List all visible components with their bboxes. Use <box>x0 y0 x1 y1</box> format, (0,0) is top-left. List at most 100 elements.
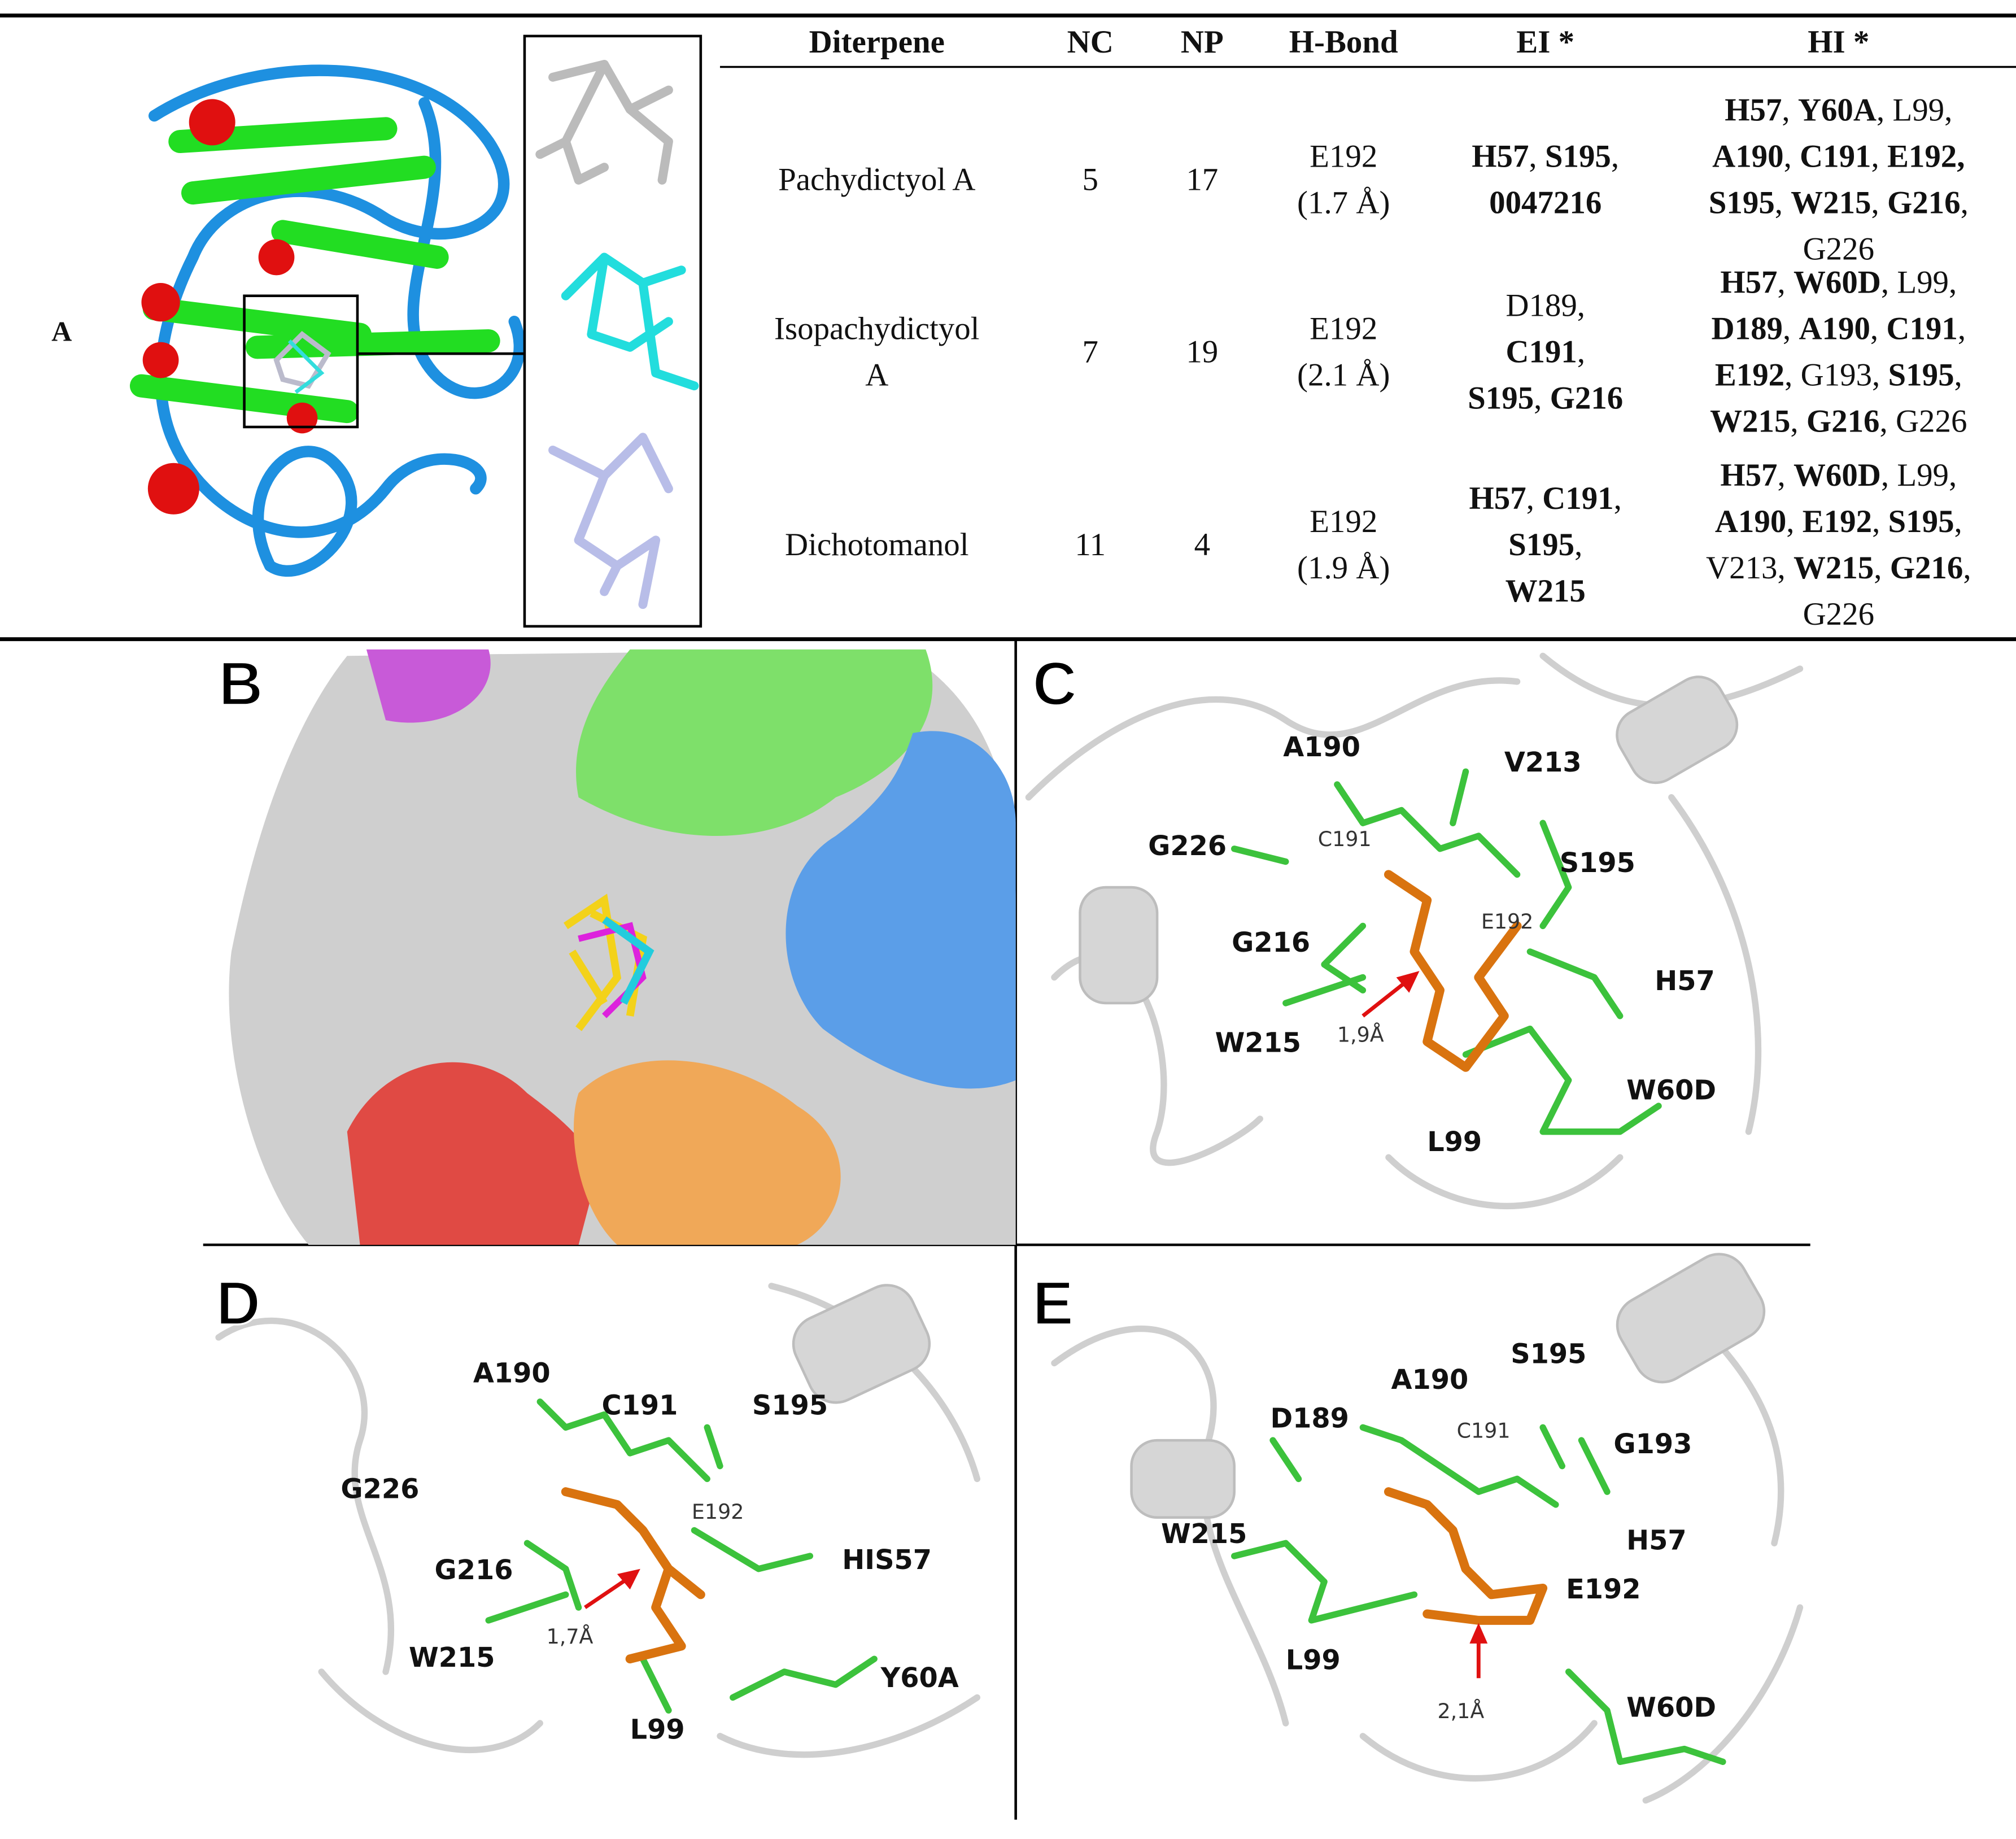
text: 19 <box>1186 334 1218 370</box>
bold-text: A190 <box>1715 504 1786 539</box>
table-cell-line: Isopachydictyol <box>774 311 979 347</box>
bold-text: A190 <box>1712 138 1783 174</box>
text: , <box>1786 504 1802 539</box>
residue-label: V213 <box>1504 747 1582 778</box>
table-cell-line: (1.7 Å) <box>1297 185 1390 220</box>
bold-text: W215 <box>1794 550 1874 586</box>
residue-label: G216 <box>1232 927 1310 958</box>
text: , <box>1529 138 1544 174</box>
residue-label: Y60A <box>880 1663 959 1694</box>
bold-text: S195 <box>1508 527 1574 563</box>
residue-label: G193 <box>1613 1429 1692 1460</box>
table-cell-line: A <box>865 358 888 393</box>
text: A <box>865 358 888 393</box>
text: 11 <box>1075 527 1106 563</box>
table-cell-line: G226 <box>1803 596 1874 632</box>
ligand-sticks <box>535 59 699 609</box>
table-cell-line: 0047216 <box>1489 185 1602 220</box>
table-cell-line: Dichotomanol <box>785 527 969 563</box>
table-cell-line: 17 <box>1186 162 1218 197</box>
residue-label: L99 <box>1286 1645 1341 1676</box>
text: , <box>1872 504 1888 539</box>
bold-text: C191 <box>1800 138 1871 174</box>
bold-text: E192, <box>1887 138 1965 174</box>
bold-text: H57 <box>1472 138 1529 174</box>
residue-label: W60D <box>1626 1075 1716 1106</box>
residue-label: W60D <box>1626 1693 1716 1724</box>
text: , <box>1963 550 1971 586</box>
table-cell-line: 5 <box>1082 162 1098 197</box>
bold-text: A190 <box>1799 311 1870 347</box>
residue-label: E192 <box>1481 909 1534 934</box>
text: (1.7 Å) <box>1297 185 1390 220</box>
bold-text: S195 <box>1545 138 1611 174</box>
text: , L99, <box>1881 457 1957 493</box>
residue-label: HIS57 <box>842 1545 932 1576</box>
table-cell-line: S195, W215, G216, <box>1709 185 1969 220</box>
table-cell-line: 4 <box>1194 527 1210 563</box>
text: D189, <box>1506 288 1585 324</box>
text: , G193, <box>1784 358 1888 393</box>
text: , <box>1611 138 1619 174</box>
text: 4 <box>1194 527 1210 563</box>
text: , <box>1871 138 1887 174</box>
column-header: EI * <box>1516 24 1574 60</box>
bold-text: Y60A <box>1798 93 1877 128</box>
text: , <box>1871 185 1887 220</box>
table-cell-line: Pachydictyol A <box>778 162 975 197</box>
bold-text: W60D <box>1794 265 1881 300</box>
text: , <box>1778 265 1794 300</box>
residue-label: A190 <box>1283 732 1360 763</box>
residue-label: L99 <box>630 1714 685 1745</box>
text: , <box>1782 93 1797 128</box>
text: V213, <box>1706 550 1794 586</box>
table-cell-line: H57, S195, <box>1472 138 1619 174</box>
text: , <box>1954 358 1962 393</box>
table-cell-line: 19 <box>1186 334 1218 370</box>
table-cell-line: V213, W215, G216, <box>1706 550 1971 586</box>
table: Diterpene NC NP H-Bond EI * HI * Pachydictyol … <box>774 24 1971 632</box>
residue-label: C191 <box>1318 827 1372 851</box>
bold-text: C191 <box>1886 311 1957 347</box>
bold-text: D189 <box>1712 311 1783 347</box>
text: , <box>1614 481 1622 516</box>
bold-text: 0047216 <box>1489 185 1602 220</box>
text: , G226 <box>1880 404 1967 439</box>
table-cell-line: D189, <box>1506 288 1585 324</box>
bold-text: E192 <box>1803 504 1872 539</box>
bold-text: S195 <box>1888 504 1954 539</box>
surface-image <box>229 649 1016 1245</box>
residue-label: S195 <box>1511 1339 1586 1370</box>
text: , <box>1783 311 1799 347</box>
residue-label: G216 <box>435 1555 513 1586</box>
text: , <box>1958 311 1966 347</box>
text: Dichotomanol <box>785 527 969 563</box>
table-cell-line: 7 <box>1082 334 1098 370</box>
text: 17 <box>1186 162 1218 197</box>
table-cell-line: W215, G216, G226 <box>1710 404 1967 439</box>
text: , <box>1954 504 1962 539</box>
text: Pachydictyol A <box>778 162 975 197</box>
text: , <box>1526 481 1542 516</box>
residue-label: E192 <box>1566 1574 1640 1605</box>
table-cell-line: C191, <box>1506 334 1585 370</box>
panel-label: B <box>219 650 263 718</box>
table-cell-line: S195, <box>1508 527 1582 563</box>
table-cell-line: S195, G216 <box>1468 381 1623 416</box>
text: , <box>1790 404 1806 439</box>
text: (1.9 Å) <box>1297 550 1390 586</box>
bold-text: H57 <box>1720 457 1777 493</box>
residue-label: A190 <box>1391 1365 1468 1396</box>
bold-text: W215 <box>1506 573 1586 609</box>
residue-label: G226 <box>341 1474 419 1505</box>
table-cell-line: A190, E192, S195, <box>1715 504 1962 539</box>
residue-label: D189 <box>1270 1403 1349 1434</box>
bold-text: C191 <box>1542 481 1613 516</box>
residue-label: H57 <box>1655 966 1715 997</box>
bold-text: W60D <box>1794 457 1881 493</box>
table-cell-line: E192 <box>1310 504 1377 539</box>
table-cell-line: W215 <box>1506 573 1586 609</box>
table-cell-line: H57, W60D, L99, <box>1720 265 1957 300</box>
bold-text: G216 <box>1806 404 1880 439</box>
text: , L99, <box>1881 265 1957 300</box>
